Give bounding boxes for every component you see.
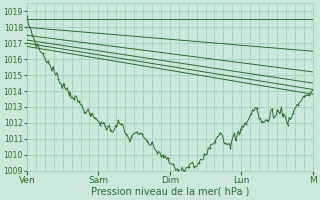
X-axis label: Pression niveau de la mer( hPa ): Pression niveau de la mer( hPa ) [91, 187, 249, 197]
